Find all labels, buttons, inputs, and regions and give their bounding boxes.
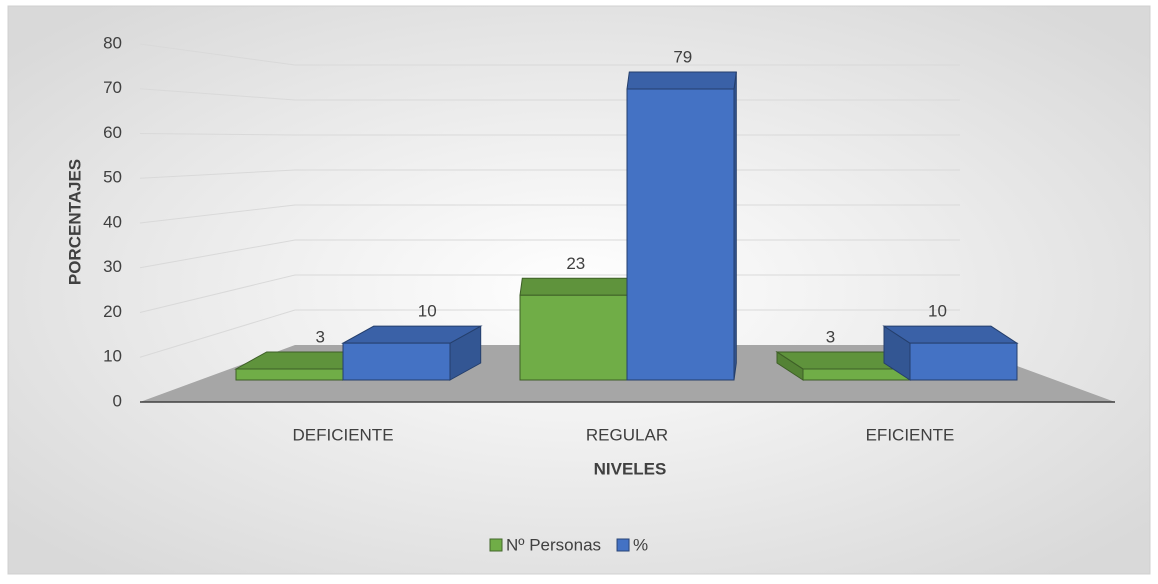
grid-line <box>139 309 960 358</box>
y-tick-label: 30 <box>103 257 122 276</box>
bar-face <box>626 71 737 90</box>
x-axis-label: NIVELES <box>594 459 667 478</box>
bar-face <box>626 88 735 381</box>
x-tick-label: EFICIENTE <box>866 425 955 444</box>
x-tick-label: DEFICIENTE <box>292 425 393 444</box>
bar-face <box>519 294 628 381</box>
y-tick-label: 80 <box>103 33 122 52</box>
data-label: 3 <box>315 327 324 346</box>
grid-line <box>139 204 960 224</box>
legend-label: % <box>633 535 648 554</box>
bar-face <box>235 368 344 381</box>
grid-line <box>139 43 960 66</box>
grid-line <box>139 274 960 313</box>
data-label: 23 <box>566 254 585 273</box>
y-tick-label: 50 <box>103 168 122 187</box>
data-label: 3 <box>826 327 835 346</box>
bar <box>775 351 912 381</box>
bar <box>519 277 630 381</box>
data-label: 10 <box>928 302 947 321</box>
y-tick-label: 10 <box>103 347 122 366</box>
bar-face <box>802 368 911 381</box>
bar-face <box>519 277 630 296</box>
data-label: 10 <box>418 302 437 321</box>
grid-line <box>139 88 960 101</box>
legend-swatch <box>489 538 503 552</box>
bar-face <box>342 342 451 381</box>
bar <box>626 71 737 381</box>
y-tick-label: 60 <box>103 123 122 142</box>
grid-line <box>139 133 960 136</box>
bar <box>341 325 483 381</box>
grid-line <box>139 169 960 179</box>
y-axis-label: PORCENTAJES <box>65 159 84 285</box>
y-tick-label: 40 <box>103 212 122 231</box>
bar <box>882 325 1019 381</box>
data-label: 79 <box>673 47 692 66</box>
x-tick-label: REGULAR <box>586 425 668 444</box>
y-tick-label: 0 <box>113 391 122 410</box>
bar-face <box>909 342 1018 381</box>
y-tick-label: 20 <box>103 302 122 321</box>
legend-swatch <box>616 538 630 552</box>
y-tick-label: 70 <box>103 78 122 97</box>
grid-line <box>139 239 960 269</box>
legend-label: Nº Personas <box>506 535 601 554</box>
